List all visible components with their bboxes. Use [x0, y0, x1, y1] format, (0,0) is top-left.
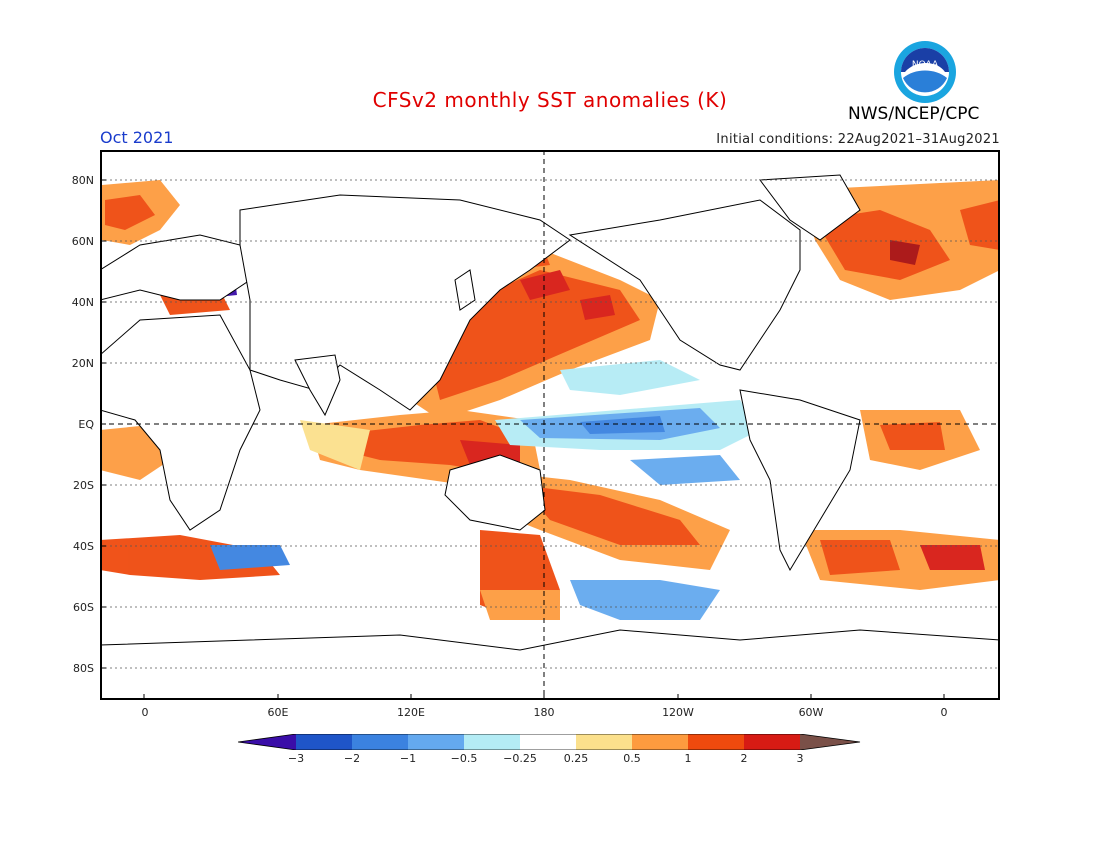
sst-anomaly-map — [100, 150, 1000, 700]
y-tick: EQ — [78, 418, 94, 431]
colorbar-label: −2 — [343, 752, 361, 765]
map-title: CFSv2 monthly SST anomalies (K) — [372, 88, 728, 112]
continents — [100, 174, 1000, 700]
y-tick: 80S — [73, 662, 94, 675]
colorbar-label: −0.5 — [450, 752, 478, 765]
colorbar-label: −3 — [287, 752, 305, 765]
x-tick: 120W — [662, 706, 694, 719]
colorbar-max-arrow — [800, 734, 860, 750]
colorbar — [238, 734, 861, 750]
y-tick: 60S — [73, 601, 94, 614]
y-tick: 20S — [73, 479, 94, 492]
initial-conditions: Initial conditions: 22Aug2021–31Aug2021 — [716, 132, 1000, 147]
equator-and-dateline — [100, 150, 1000, 700]
colorbar-label: 2 — [740, 752, 748, 765]
x-tick: 60E — [267, 706, 289, 719]
x-tick: 0 — [940, 706, 948, 719]
colorbar-label: −1 — [399, 752, 417, 765]
y-tick: 20N — [71, 357, 94, 370]
colorbar-label: 3 — [796, 752, 804, 765]
x-tick: 120E — [397, 706, 425, 719]
map-frame — [100, 150, 1000, 700]
colorbar-label: 1 — [684, 752, 692, 765]
x-tick: 0 — [141, 706, 149, 719]
noaa-logo: NOAA — [893, 40, 957, 104]
y-tick: 40S — [73, 540, 94, 553]
forecast-month: Oct 2021 — [100, 128, 174, 147]
colorbar-min-arrow — [238, 734, 296, 750]
x-tick: 60W — [798, 706, 824, 719]
colorbar-label: 0.5 — [623, 752, 641, 765]
y-tick: 60N — [71, 235, 94, 248]
logo-text: NOAA — [912, 60, 939, 70]
y-tick: 40N — [71, 296, 94, 309]
x-tick: 180 — [533, 706, 555, 719]
colorbar-label: −0.25 — [503, 752, 537, 765]
colorbar-label: 0.25 — [563, 752, 589, 765]
graticule — [100, 179, 1000, 669]
y-tick: 80N — [71, 174, 94, 187]
organization-label: NWS/NCEP/CPC — [848, 104, 980, 124]
